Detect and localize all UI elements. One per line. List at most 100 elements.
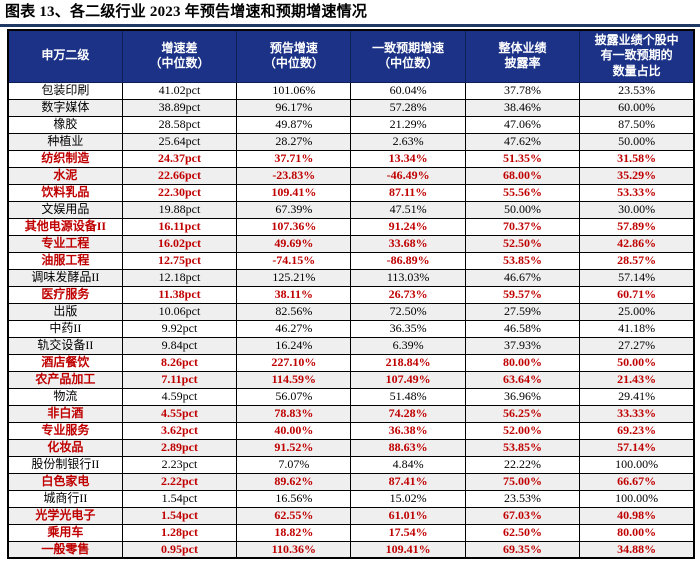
industry-name-cell: 专业服务 <box>7 421 123 440</box>
growth-gap-cell: 2.22pct <box>121 472 238 491</box>
disclosure-rate-cell: 46.67% <box>464 268 581 287</box>
disclosure-rate-cell: 53.85% <box>464 251 581 270</box>
growth-gap-cell: 9.92pct <box>121 319 238 338</box>
consensus-growth-cell: 26.73% <box>350 285 466 304</box>
consensus-growth-cell: 87.41% <box>350 472 466 491</box>
growth-gap-cell: 12.18pct <box>121 268 238 287</box>
industry-name-cell: 出版 <box>7 302 123 321</box>
forecast-growth-cell: 114.59% <box>236 370 352 389</box>
disclosure-rate-cell: 52.50% <box>464 234 581 253</box>
consensus-growth-cell: 36.35% <box>350 319 466 338</box>
industry-name-cell: 股份制银行II <box>7 455 123 474</box>
col-header-forecast-growth: 预告增速 （中位数） <box>236 29 352 83</box>
disclosure-rate-cell: 63.64% <box>464 370 581 389</box>
consensus-growth-cell: 17.54% <box>350 523 466 542</box>
disclosure-rate-cell: 36.96% <box>464 387 581 406</box>
industry-name-cell: 纺织制造 <box>7 149 123 168</box>
forecast-growth-cell: 89.62% <box>236 472 352 491</box>
growth-gap-cell: 2.89pct <box>121 438 238 457</box>
forecast-growth-cell: 109.41% <box>236 183 352 202</box>
growth-gap-cell: 38.89pct <box>121 98 238 117</box>
forecast-growth-cell: 49.87% <box>236 115 352 134</box>
industry-name-cell: 非白酒 <box>7 404 123 423</box>
consensus-growth-cell: 72.50% <box>350 302 466 321</box>
consensus-growth-cell: 2.63% <box>350 132 466 151</box>
consensus-coverage-cell: 21.43% <box>579 370 695 389</box>
consensus-growth-cell: 57.28% <box>350 98 466 117</box>
growth-gap-cell: 11.38pct <box>121 285 238 304</box>
consensus-coverage-cell: 29.41% <box>579 387 695 406</box>
growth-gap-cell: 16.11pct <box>121 217 238 236</box>
consensus-coverage-cell: 53.33% <box>579 183 695 202</box>
table-row: 文娱用品 19.88pct 67.39% 47.51% 50.00% 30.00% <box>7 200 695 219</box>
consensus-coverage-cell: 34.88% <box>579 540 695 559</box>
growth-gap-cell: 8.26pct <box>121 353 238 372</box>
forecast-growth-cell: 107.36% <box>236 217 352 236</box>
industry-name-cell: 数字媒体 <box>7 98 123 117</box>
disclosure-rate-cell: 75.00% <box>464 472 581 491</box>
consensus-growth-cell: 21.29% <box>350 115 466 134</box>
table-row: 专业服务 3.62pct 40.00% 36.38% 52.00% 69.23% <box>7 421 695 440</box>
table-row: 调味发酵品II 12.18pct 125.21% 113.03% 46.67% 57.14… <box>7 268 695 287</box>
consensus-coverage-cell: 35.29% <box>579 166 695 185</box>
disclosure-rate-cell: 80.00% <box>464 353 581 372</box>
table-row: 医疗服务 11.38pct 38.11% 26.73% 59.57% 60.71% <box>7 285 695 304</box>
forecast-growth-cell: 40.00% <box>236 421 352 440</box>
col-header-consensus-growth: 一致预期增速 （中位数） <box>350 29 466 83</box>
consensus-growth-cell: 109.41% <box>350 540 466 559</box>
consensus-coverage-cell: 33.33% <box>579 404 695 423</box>
disclosure-rate-cell: 37.93% <box>464 336 581 355</box>
table-row: 水泥 22.66pct -23.83% -46.49% 68.00% 35.29% <box>7 166 695 185</box>
disclosure-rate-cell: 68.00% <box>464 166 581 185</box>
growth-gap-cell: 9.84pct <box>121 336 238 355</box>
growth-gap-cell: 4.59pct <box>121 387 238 406</box>
forecast-growth-cell: 82.56% <box>236 302 352 321</box>
industry-name-cell: 农产品加工 <box>7 370 123 389</box>
industry-growth-table: 申万二级 增速差 （中位数） 预告增速 （中位数） 一致预期增速 （中位数） 整… <box>7 28 695 560</box>
disclosure-rate-cell: 51.35% <box>464 149 581 168</box>
growth-gap-cell: 7.11pct <box>121 370 238 389</box>
table-row: 酒店餐饮 8.26pct 227.10% 218.84% 80.00% 50.00% <box>7 353 695 372</box>
disclosure-rate-cell: 55.56% <box>464 183 581 202</box>
consensus-growth-cell: 33.68% <box>350 234 466 253</box>
disclosure-rate-cell: 23.53% <box>464 489 581 508</box>
industry-name-cell: 包装印刷 <box>7 81 123 100</box>
table-row: 中药II 9.92pct 46.27% 36.35% 46.58% 41.18% <box>7 319 695 338</box>
disclosure-rate-cell: 59.57% <box>464 285 581 304</box>
consensus-coverage-cell: 87.50% <box>579 115 695 134</box>
forecast-growth-cell: 46.27% <box>236 319 352 338</box>
industry-name-cell: 专业工程 <box>7 234 123 253</box>
consensus-coverage-cell: 66.67% <box>579 472 695 491</box>
table-row: 一般零售 0.95pct 110.36% 109.41% 69.35% 34.88% <box>7 540 695 559</box>
forecast-growth-cell: 7.07% <box>236 455 352 474</box>
consensus-coverage-cell: 57.14% <box>579 268 695 287</box>
table-row: 城商行II 1.54pct 16.56% 15.02% 23.53% 100.00% <box>7 489 695 508</box>
consensus-growth-cell: 87.11% <box>350 183 466 202</box>
table-row: 物流 4.59pct 56.07% 51.48% 36.96% 29.41% <box>7 387 695 406</box>
table-row: 光学光电子 1.54pct 62.55% 61.01% 67.03% 40.98% <box>7 506 695 525</box>
growth-gap-cell: 12.75pct <box>121 251 238 270</box>
industry-name-cell: 白色家电 <box>7 472 123 491</box>
industry-name-cell: 医疗服务 <box>7 285 123 304</box>
industry-name-cell: 中药II <box>7 319 123 338</box>
growth-gap-cell: 1.54pct <box>121 506 238 525</box>
growth-gap-cell: 1.54pct <box>121 489 238 508</box>
consensus-growth-cell: 218.84% <box>350 353 466 372</box>
table-row: 轨交设备II 9.84pct 16.24% 6.39% 37.93% 27.27% <box>7 336 695 355</box>
forecast-growth-cell: 91.52% <box>236 438 352 457</box>
consensus-growth-cell: 91.24% <box>350 217 466 236</box>
table-row: 橡胶 28.58pct 49.87% 21.29% 47.06% 87.50% <box>7 115 695 134</box>
consensus-growth-cell: 36.38% <box>350 421 466 440</box>
col-header-growth-gap: 增速差 （中位数） <box>121 29 238 83</box>
table-row: 出版 10.06pct 82.56% 72.50% 27.59% 25.00% <box>7 302 695 321</box>
disclosure-rate-cell: 70.37% <box>464 217 581 236</box>
industry-name-cell: 种植业 <box>7 132 123 151</box>
title-rule <box>0 23 700 27</box>
growth-gap-cell: 41.02pct <box>121 81 238 100</box>
consensus-coverage-cell: 100.00% <box>579 455 695 474</box>
growth-gap-cell: 25.64pct <box>121 132 238 151</box>
industry-name-cell: 饮料乳品 <box>7 183 123 202</box>
industry-name-cell: 化妆品 <box>7 438 123 457</box>
growth-gap-cell: 19.88pct <box>121 200 238 219</box>
disclosure-rate-cell: 52.00% <box>464 421 581 440</box>
